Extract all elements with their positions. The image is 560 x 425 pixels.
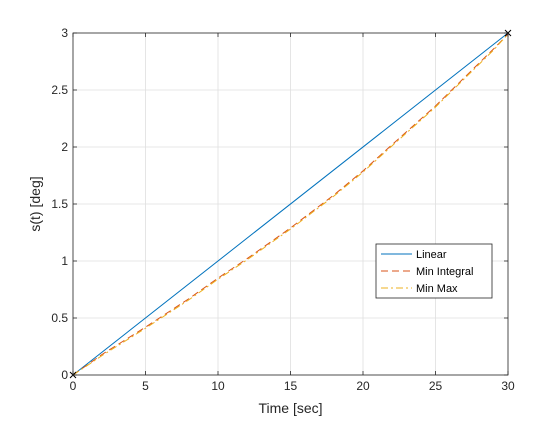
y-tick-label: 1 [61,254,68,268]
x-tick-label: 5 [142,379,149,393]
ticks [72,32,509,376]
series-line [72,33,509,376]
x-axis-label: Time [sec] [258,400,322,416]
y-tick-label: 0.5 [51,311,68,325]
y-tick-label: 3 [61,26,68,40]
y-tick-label: 1.5 [51,197,68,211]
y-tick-label: 0 [61,368,68,382]
x-tick-label: 25 [429,379,443,393]
series-line [72,33,509,376]
x-tick-label: 20 [356,379,370,393]
x-tick-label: 10 [211,379,225,393]
series-layer [69,29,512,379]
y-tick-label: 2.5 [51,83,68,97]
x-tick-label: 0 [70,379,77,393]
series-line [72,32,509,376]
x-tick-label: 30 [501,379,515,393]
legend-label: Linear [416,249,447,261]
y-axis-label: s(t) [deg] [27,176,43,231]
legend-label: Min Integral [416,266,473,278]
legend: Linear Min Integral Min Max [375,243,493,299]
legend-label: Min Max [416,283,458,295]
x-tick-label: 15 [284,379,298,393]
y-tick-label: 2 [61,140,68,154]
tick-labels: 0 5 10 15 20 25 30 0 0.5 1 1.5 2 2.5 3 [51,26,515,393]
